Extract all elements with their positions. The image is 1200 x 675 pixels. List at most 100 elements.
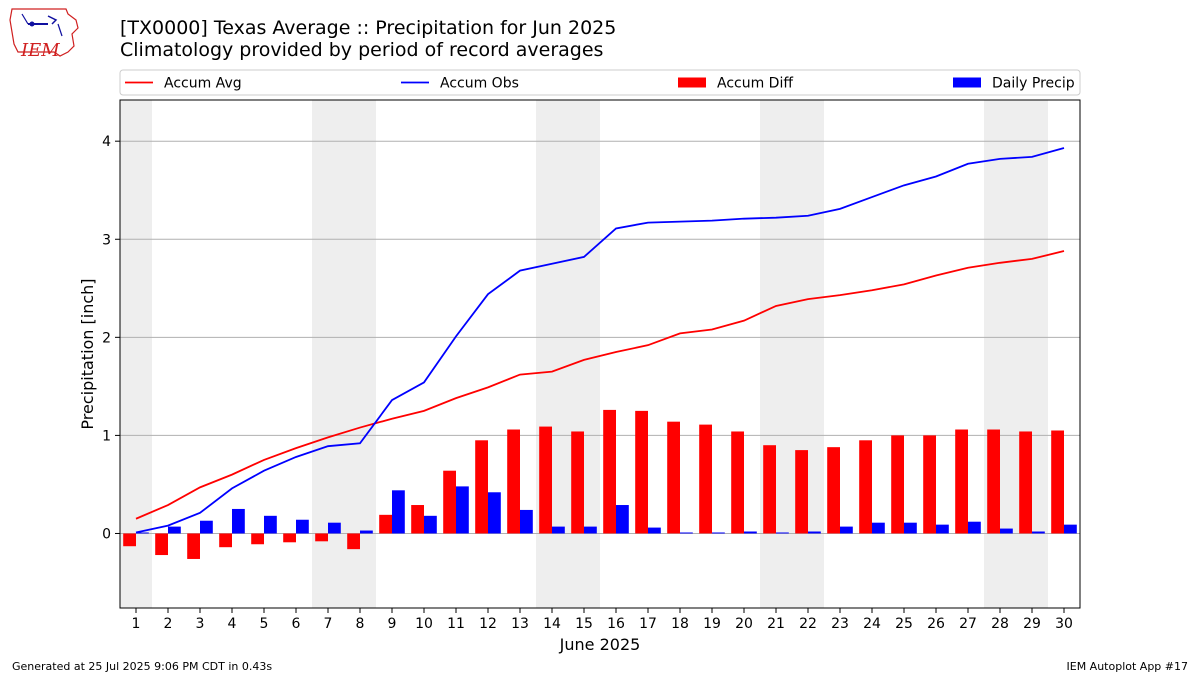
x-tick-label: 20 bbox=[735, 616, 753, 632]
x-tick-label: 30 bbox=[1055, 616, 1073, 632]
accum-diff-bar bbox=[411, 505, 424, 534]
accum-diff-bar bbox=[539, 426, 552, 534]
x-tick-label: 18 bbox=[671, 616, 689, 632]
x-tick-label: 12 bbox=[479, 616, 497, 632]
iowa-state-outline-logo-icon bbox=[9, 8, 79, 57]
x-tick-label: 15 bbox=[575, 616, 593, 632]
accum-avg-line bbox=[135, 250, 1065, 520]
x-tick-label: 2 bbox=[164, 616, 173, 632]
y-tick-label: 4 bbox=[102, 134, 111, 150]
x-tick-label: 22 bbox=[799, 616, 817, 632]
x-tick-label: 27 bbox=[959, 616, 977, 632]
x-tick-label: 19 bbox=[703, 616, 721, 632]
daily-precip-bar bbox=[552, 526, 565, 534]
accum-diff-bar bbox=[795, 450, 808, 534]
x-tick-label: 28 bbox=[991, 616, 1009, 632]
accum-diff-bar bbox=[1019, 431, 1032, 534]
accum-diff-bar bbox=[987, 429, 1000, 534]
daily-precip-bar bbox=[136, 532, 149, 534]
x-axis-label: June 2025 bbox=[559, 635, 641, 654]
daily-precip-bar bbox=[1000, 528, 1013, 534]
legend-accum-diff-label: Accum Diff bbox=[717, 76, 793, 92]
x-tick-label: 4 bbox=[228, 616, 237, 632]
plot-frame bbox=[119, 99, 1081, 609]
daily-precip-bar bbox=[296, 519, 309, 534]
x-tick-label: 9 bbox=[388, 616, 397, 632]
accum-diff-bar bbox=[187, 533, 200, 559]
x-tick-label: 25 bbox=[895, 616, 913, 632]
accum-diff-bar bbox=[347, 533, 360, 550]
daily-precip-bar bbox=[936, 524, 949, 534]
daily-precip-bar bbox=[968, 521, 981, 534]
generated-timestamp: Generated at 25 Jul 2025 9:06 PM CDT in … bbox=[12, 660, 273, 673]
x-tick-label: 10 bbox=[415, 616, 433, 632]
accum-diff-bar bbox=[699, 424, 712, 534]
accum-diff-bar bbox=[155, 533, 168, 556]
accum-diff-bar bbox=[955, 429, 968, 534]
accum-diff-bar bbox=[507, 429, 520, 534]
weekend-shade bbox=[120, 100, 152, 608]
legend-accum-obs-label: Accum Obs bbox=[440, 76, 519, 92]
app-credit: IEM Autoplot App #17 bbox=[1066, 660, 1189, 673]
chart-subtitle: Climatology provided by period of record… bbox=[120, 39, 604, 61]
legend-accum-avg-label: Accum Avg bbox=[164, 76, 242, 92]
daily-precip-bar bbox=[712, 532, 725, 534]
daily-precip-bar bbox=[840, 526, 853, 534]
accum-diff-bar bbox=[763, 445, 776, 534]
accum-diff-bar bbox=[475, 440, 488, 534]
x-tick-label: 24 bbox=[863, 616, 881, 632]
accum-diff-bar bbox=[443, 470, 456, 534]
daily-precip-bar bbox=[584, 526, 597, 534]
x-tick-label: 1 bbox=[132, 616, 141, 632]
accum-diff-bar bbox=[571, 431, 584, 534]
y-tick-label: 2 bbox=[102, 330, 111, 346]
weekend-shade bbox=[312, 100, 376, 608]
accum-diff-bar bbox=[315, 533, 328, 542]
accum-diff-bar bbox=[251, 533, 264, 545]
daily-precip-bar bbox=[200, 520, 213, 534]
accum-diff-bar bbox=[283, 533, 296, 543]
accum-diff-bar bbox=[219, 533, 232, 548]
x-tick-label: 6 bbox=[292, 616, 301, 632]
accum-diff-bar bbox=[603, 409, 616, 534]
y-axis-label: Precipitation [inch] bbox=[78, 278, 97, 429]
y-tick-label: 3 bbox=[102, 232, 111, 248]
accum-obs-line bbox=[135, 147, 1065, 534]
daily-precip-bar bbox=[616, 505, 629, 534]
daily-precip-bar bbox=[520, 509, 533, 534]
daily-precip-bar bbox=[168, 526, 181, 534]
daily-precip-bar bbox=[776, 532, 789, 534]
daily-precip-bar bbox=[456, 486, 469, 534]
x-tick-label: 5 bbox=[260, 616, 269, 632]
x-tick-label: 7 bbox=[324, 616, 333, 632]
daily-precip-bar bbox=[392, 490, 405, 534]
chart-title: [TX0000] Texas Average :: Precipitation … bbox=[120, 17, 617, 39]
daily-precip-bar bbox=[264, 515, 277, 534]
accum-diff-bar bbox=[891, 435, 904, 534]
x-tick-label: 14 bbox=[543, 616, 561, 632]
accum-diff-bar bbox=[379, 514, 392, 534]
x-tick-label: 16 bbox=[607, 616, 625, 632]
accum-diff-bar bbox=[827, 447, 840, 534]
daily-precip-bar bbox=[680, 532, 693, 534]
x-tick-label: 3 bbox=[196, 616, 205, 632]
daily-precip-bar bbox=[1032, 531, 1045, 534]
legend-daily-precip-label: Daily Precip bbox=[992, 76, 1075, 92]
daily-precip-bar bbox=[872, 522, 885, 534]
daily-precip-bar bbox=[744, 531, 757, 534]
daily-precip-bar bbox=[904, 522, 917, 534]
daily-precip-bar bbox=[232, 508, 245, 534]
accum-diff-bar bbox=[667, 421, 680, 534]
x-tick-label: 13 bbox=[511, 616, 529, 632]
iem-logo: IEM bbox=[8, 6, 80, 61]
x-tick-label: 17 bbox=[639, 616, 657, 632]
x-tick-label: 29 bbox=[1023, 616, 1041, 632]
legend-box bbox=[119, 69, 1081, 96]
daily-precip-bar bbox=[424, 515, 437, 534]
x-tick-label: 21 bbox=[767, 616, 785, 632]
daily-precip-bar bbox=[1064, 524, 1077, 534]
y-tick-label: 0 bbox=[102, 526, 111, 542]
accum-diff-bar bbox=[859, 440, 872, 534]
x-tick-label: 8 bbox=[356, 616, 365, 632]
